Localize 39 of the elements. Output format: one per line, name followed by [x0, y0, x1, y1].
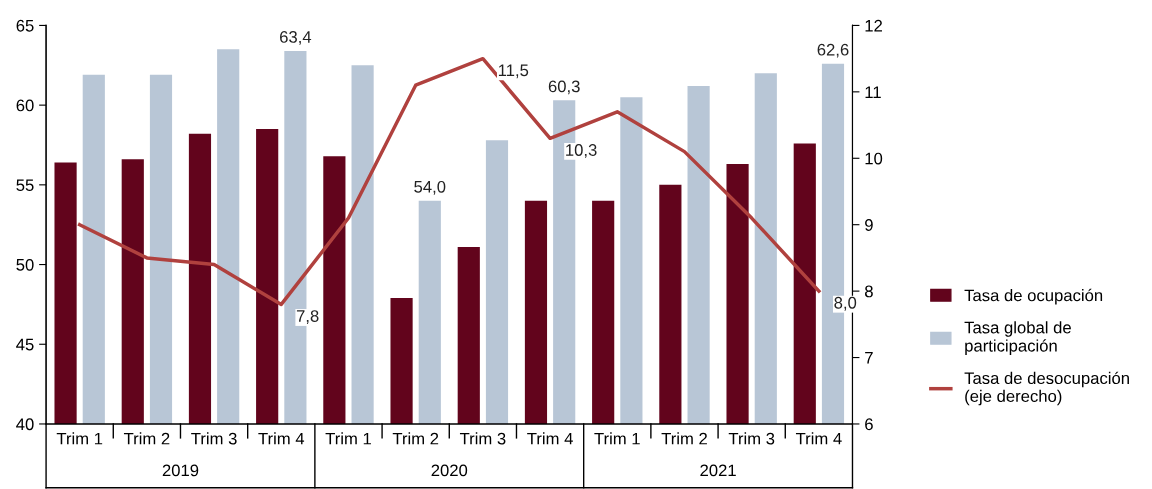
text: 2019 [162, 464, 199, 477]
data-label: 60,3 [548, 80, 580, 95]
x-tick-label: Trim 4 [795, 432, 842, 445]
y2-tick-label: 8 [865, 285, 873, 298]
data-label: 8,0 [834, 296, 857, 311]
x-tick-label: Trim 1 [56, 432, 103, 445]
x-tick-label: Trim 2 [392, 432, 439, 445]
data-label: 7,8 [296, 310, 319, 324]
x-tick-label: Trim 1 [325, 432, 371, 445]
y-tick-label: 65 [16, 19, 34, 32]
data-label: 11,5 [498, 64, 529, 79]
x-tick-label: Trim 4 [258, 432, 305, 445]
y2-tick-label: 10 [865, 152, 883, 165]
y2-tick-label: 12 [865, 19, 882, 32]
y2-tick-label: 9 [865, 219, 873, 231]
y-tick-label: 60 [16, 99, 34, 112]
y2-tick-label: 7 [865, 352, 873, 364]
data-label: 54,0 [414, 180, 446, 195]
legend-label: Tasa de ocupación [964, 288, 1103, 305]
x-tick-label: Trim 4 [527, 432, 573, 445]
y-tick-label: 55 [16, 179, 34, 192]
x-tick-label: Trim 3 [191, 432, 237, 445]
x-tick-label: Trim 2 [661, 432, 707, 445]
x-tick-label: Trim 1 [594, 432, 640, 445]
data-label: 62,6 [817, 43, 849, 58]
text: 2021 [700, 464, 736, 477]
y-tick-label: 40 [16, 418, 34, 431]
y-tick-label: 50 [16, 258, 34, 271]
x-tick-label: Trim 2 [123, 432, 170, 445]
y-tick-label: 45 [16, 338, 34, 351]
text: 2020 [431, 464, 468, 477]
y2-tick-label: 11 [865, 86, 881, 98]
data-label: 10,3 [566, 144, 597, 158]
legend-label: Tasa global de participación [964, 321, 1071, 355]
x-tick-label: Trim 3 [728, 432, 775, 445]
data-label: 63,4 [280, 31, 312, 45]
legend-label: Tasa de desocupación (eje derecho) [964, 371, 1129, 406]
x-tick-label: Trim 3 [459, 432, 506, 445]
y2-tick-label: 6 [865, 418, 873, 431]
